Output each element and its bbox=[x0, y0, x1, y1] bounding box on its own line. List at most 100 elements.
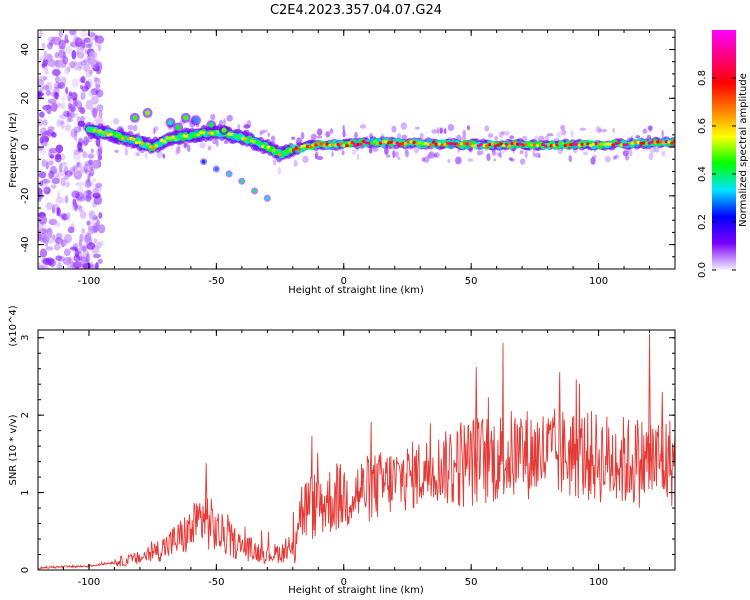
spectrogram-ridge-core bbox=[216, 130, 220, 134]
spectrogram-noise-mark bbox=[600, 128, 608, 133]
spectrogram-noise-mark bbox=[351, 149, 357, 156]
spectrogram-noise-mark bbox=[88, 90, 96, 98]
spectrogram-noise-mark bbox=[423, 156, 430, 163]
spectrogram-ridge-core bbox=[443, 142, 447, 147]
spectrogram-noise-mark bbox=[372, 147, 379, 152]
spectrogram-noise-mark bbox=[74, 60, 78, 67]
spectrogram-noise-mark bbox=[444, 128, 447, 135]
spectrogram-ridge-core bbox=[101, 130, 105, 135]
spectrogram-ridge-core bbox=[658, 140, 663, 144]
spectrogram-noise-mark bbox=[55, 255, 62, 262]
spectrogram-ridge-core bbox=[319, 142, 324, 146]
spectrogram-ridge-core bbox=[440, 143, 444, 147]
spectrogram-ridge-core bbox=[342, 143, 346, 148]
spectrogram-ridge-core bbox=[541, 142, 545, 147]
spectrogram-noise-mark bbox=[175, 148, 179, 156]
spectrogram-y-tick-label: 0 bbox=[20, 144, 31, 150]
spectrogram-noise-mark bbox=[186, 144, 191, 153]
spectrogram-noise-mark bbox=[519, 158, 526, 165]
spectrogram-y-ticks: -40 -20 0 20 40 bbox=[20, 43, 675, 253]
spectrogram-ridge-core bbox=[602, 142, 607, 146]
spectrogram-blob bbox=[167, 120, 173, 126]
spectrogram-noise-mark bbox=[80, 60, 87, 66]
spectrogram-noise-mark bbox=[384, 147, 389, 155]
spectrogram-noise-mark bbox=[302, 155, 309, 164]
snr-plot-area bbox=[38, 330, 675, 570]
spectrogram-noise-mark bbox=[590, 156, 596, 165]
spectrogram-ridge-core bbox=[490, 142, 495, 146]
spectrogram-noise-mark bbox=[359, 124, 367, 129]
spectrogram-ridge-core bbox=[98, 129, 102, 133]
spectrogram-noise-mark bbox=[58, 120, 65, 125]
colorbar-tick-label: 0.2 bbox=[697, 214, 708, 230]
spectrogram-noise-mark bbox=[54, 221, 61, 227]
spectrogram-noise-mark bbox=[76, 61, 83, 69]
spectrogram-ridge-core bbox=[213, 130, 217, 134]
spectrogram-noise-mark bbox=[501, 130, 505, 135]
spectrogram-noise-mark bbox=[96, 88, 101, 93]
spectrogram-noise-mark bbox=[66, 110, 70, 119]
spectrogram-ridge-core bbox=[123, 135, 128, 139]
spectrogram-noise-mark bbox=[39, 30, 43, 37]
spectrogram-ridge-core bbox=[406, 140, 411, 144]
spectrogram-noise-mark bbox=[78, 207, 83, 213]
spectrogram-ridge-core bbox=[274, 151, 279, 155]
spectrogram-noise-mark bbox=[223, 140, 229, 145]
spectrogram-noise-mark bbox=[72, 201, 78, 211]
spectrogram-ridge-core bbox=[120, 136, 125, 141]
spectrogram-noise-mark bbox=[476, 150, 482, 156]
spectrogram-y-tick-label: -20 bbox=[20, 188, 31, 204]
spectrogram-ridge-core bbox=[496, 143, 500, 147]
spectrogram-noise-mark bbox=[90, 166, 96, 171]
snr-series-line bbox=[38, 342, 675, 570]
spectrogram-ridge-core bbox=[207, 131, 212, 135]
spectrogram-secondary-mark bbox=[240, 179, 244, 184]
spectrogram-noise-mark bbox=[127, 124, 134, 131]
spectrogram-noise-mark bbox=[509, 135, 515, 140]
spectrogram-noise-mark bbox=[277, 166, 282, 175]
spectrogram-ridge-core bbox=[364, 141, 369, 145]
spectrogram-ridge-core bbox=[546, 142, 551, 147]
spectrogram-noise-mark bbox=[95, 89, 104, 98]
snr-peak bbox=[648, 333, 651, 462]
spectrogram-noise-mark bbox=[494, 136, 499, 141]
spectrogram-ridge-core bbox=[199, 130, 203, 135]
spectrogram-ridge-core bbox=[235, 135, 240, 139]
spectrogram-noise-mark bbox=[59, 102, 66, 110]
spectrogram-noise-mark bbox=[622, 150, 629, 157]
spectrogram-noise-mark bbox=[55, 206, 60, 217]
spectrogram-ridge-core bbox=[510, 141, 514, 146]
spectrogram-noise-mark bbox=[38, 79, 44, 85]
spectrogram-ridge-core bbox=[647, 141, 652, 145]
spectrogram-ridge-core bbox=[89, 128, 94, 133]
spectrogram-noise-mark bbox=[51, 177, 60, 185]
spectrogram-noise-mark bbox=[94, 79, 102, 85]
spectrogram-noise-mark bbox=[419, 132, 424, 139]
colorbar-tick-label: 0.8 bbox=[697, 70, 708, 86]
spectrogram-ridge-core bbox=[269, 147, 273, 152]
spectrogram-noise-mark bbox=[45, 246, 54, 251]
spectrogram-ridge-core bbox=[507, 144, 512, 148]
spectrogram-ridge-core bbox=[252, 140, 257, 144]
spectrogram-noise-mark bbox=[226, 114, 233, 122]
spectrogram-noise-mark bbox=[58, 84, 64, 89]
spectrogram-noise-mark bbox=[82, 38, 89, 45]
spectrogram-noise-mark bbox=[42, 105, 51, 112]
spectrogram-noise-mark bbox=[316, 155, 324, 161]
spectrogram-ridge-core bbox=[487, 143, 492, 147]
spectrogram-noise-mark bbox=[48, 147, 58, 154]
spectrogram-noise-mark bbox=[90, 217, 95, 224]
spectrogram-noise-mark bbox=[369, 132, 373, 137]
spectrogram-noise-mark bbox=[94, 38, 100, 48]
spectrogram-noise-mark bbox=[73, 261, 82, 269]
spectrogram-ridge-core bbox=[384, 140, 388, 144]
spectrogram-noise-mark bbox=[635, 135, 641, 139]
spectrogram-noise-mark bbox=[461, 136, 467, 141]
spectrogram-noise-mark bbox=[91, 95, 99, 105]
spectrogram-noise-mark bbox=[87, 189, 91, 197]
spectrogram-ridge-core bbox=[210, 131, 215, 135]
spectrogram-ridge-core bbox=[395, 141, 400, 145]
spectrogram-noise-mark bbox=[55, 262, 63, 269]
spectrogram-ridge-core bbox=[574, 142, 579, 146]
spectrogram-ridge-core bbox=[513, 141, 517, 145]
